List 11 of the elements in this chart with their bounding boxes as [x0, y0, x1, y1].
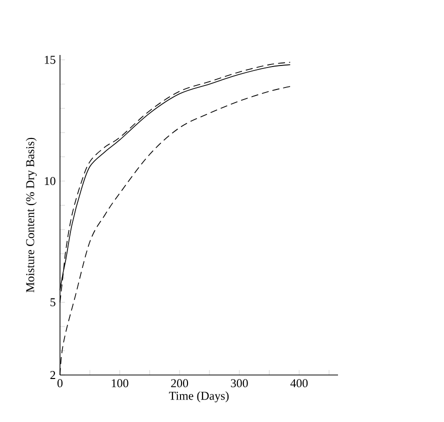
- y-tick-label: 15: [44, 56, 56, 64]
- x-tick-label: 100: [112, 379, 128, 388]
- x-tick-label: 400: [290, 379, 308, 388]
- x-tick-label: 200: [171, 379, 188, 388]
- y-axis-title: Moisture Content (% Dry Basis): [26, 138, 37, 292]
- x-axis-title: Time (Days): [169, 391, 229, 402]
- x-tick-label: 0: [57, 379, 63, 388]
- x-tick-label: 300: [230, 379, 248, 388]
- y-tick-label: 2: [50, 371, 56, 379]
- y-tick-label: 5: [50, 298, 56, 306]
- y-tick-label: 10: [44, 177, 56, 186]
